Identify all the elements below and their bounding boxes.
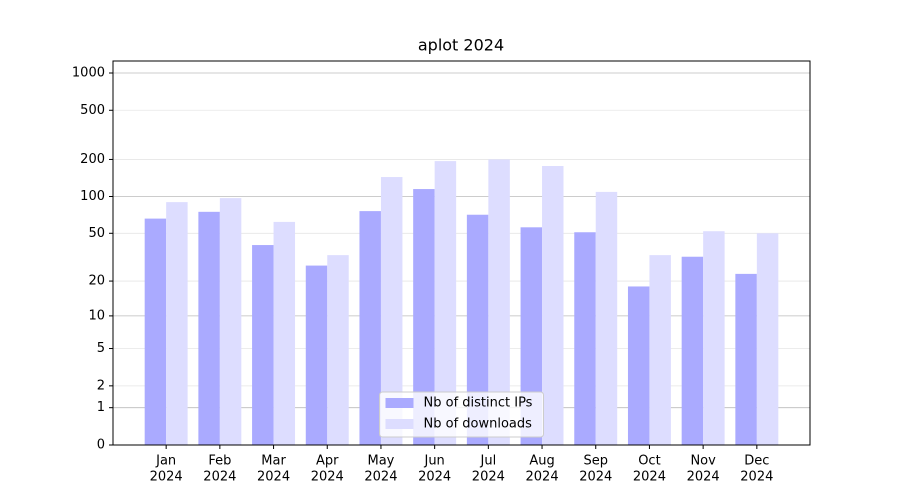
x-tick-label: 2024	[150, 470, 183, 485]
x-tick-label: Dec	[744, 454, 769, 469]
x-tick-label: 2024	[579, 470, 612, 485]
bar	[359, 211, 381, 445]
x-tick-label: 2024	[633, 470, 666, 485]
legend-swatch	[385, 419, 414, 429]
y-tick-label: 5	[97, 341, 105, 356]
y-tick-label: 0	[97, 438, 105, 453]
x-tick-label: Jun	[423, 454, 444, 469]
bar	[327, 255, 349, 445]
bar	[273, 221, 296, 445]
y-tick-label: 1000	[72, 66, 105, 81]
plot-frame	[112, 60, 811, 446]
y-tick-label: 20	[88, 274, 105, 289]
y-tick-label: 200	[80, 152, 105, 167]
bar	[649, 255, 671, 445]
bar	[305, 265, 328, 445]
x-tick-label: Apr	[316, 454, 339, 469]
legend: Nb of distinct IPs Nb of downloads	[379, 391, 544, 438]
x-tick-label: 2024	[687, 470, 720, 485]
x-tick-label: 2024	[740, 470, 773, 485]
y-tick-label: 1	[97, 400, 105, 415]
x-tick-label: Sep	[583, 454, 608, 469]
y-tick-label: 100	[80, 189, 105, 204]
x-tick-label: 2024	[418, 470, 451, 485]
y-tick-label: 10	[88, 308, 105, 323]
bar	[434, 161, 457, 445]
y-tick-label: 50	[88, 226, 105, 241]
x-tick-label: Jul	[480, 454, 497, 469]
x-tick-label: 2024	[526, 470, 559, 485]
x-tick-label: 2024	[203, 470, 236, 485]
bar	[413, 189, 435, 445]
bar	[681, 256, 704, 445]
x-tick-label: 2024	[311, 470, 344, 485]
bar	[595, 191, 618, 445]
y-tick-label: 500	[80, 103, 105, 118]
bar	[252, 245, 274, 445]
y-tick-label: 2	[97, 378, 105, 393]
bar	[198, 211, 220, 445]
bar	[380, 177, 403, 445]
bar	[144, 218, 167, 445]
bar	[488, 159, 510, 445]
chart-title: aplot 2024	[418, 36, 504, 55]
bar	[703, 231, 725, 445]
bar	[466, 214, 489, 445]
x-tick-label: Nov	[690, 454, 716, 469]
x-tick-label: 2024	[257, 470, 290, 485]
bar	[166, 202, 188, 445]
x-tick-label: Aug	[529, 454, 554, 469]
bar	[520, 227, 543, 445]
bar	[735, 273, 757, 445]
x-tick-label: Mar	[261, 454, 286, 469]
axes: 01251020501002005001000Jan2024Feb2024Mar…	[72, 60, 811, 485]
x-tick-label: May	[368, 454, 395, 469]
legend-label: Nb of distinct IPs	[424, 396, 533, 411]
bar	[574, 232, 596, 445]
legend-label: Nb of downloads	[424, 417, 533, 432]
x-tick-label: 2024	[472, 470, 505, 485]
bar	[627, 286, 650, 445]
x-tick-label: Jan	[155, 454, 176, 469]
x-tick-label: 2024	[364, 470, 397, 485]
x-tick-label: Feb	[208, 454, 231, 469]
legend-swatch	[385, 398, 414, 408]
bar	[219, 198, 242, 445]
x-tick-label: Oct	[638, 454, 660, 469]
bars	[144, 159, 779, 445]
bar	[542, 165, 564, 445]
bar	[756, 233, 779, 445]
legend-box	[379, 391, 544, 438]
